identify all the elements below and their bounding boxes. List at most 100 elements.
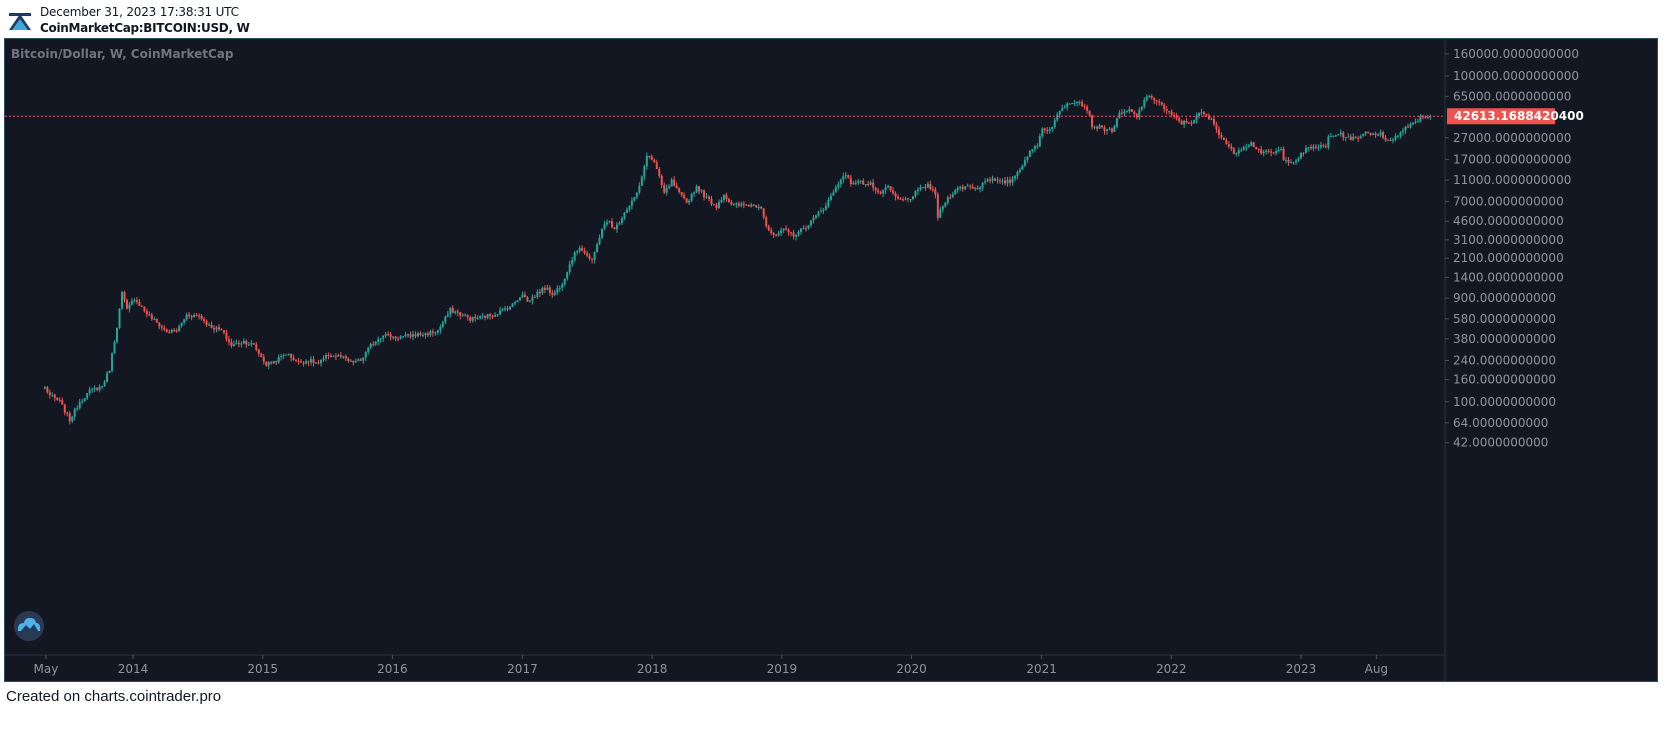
candle-body xyxy=(1245,147,1248,149)
candle-body xyxy=(1033,146,1036,150)
candle xyxy=(1419,113,1422,123)
candle-body xyxy=(1414,121,1417,123)
candle-body xyxy=(1382,132,1385,138)
candle xyxy=(1247,144,1250,148)
candle xyxy=(287,353,290,356)
candle xyxy=(93,385,96,393)
candle xyxy=(725,192,728,202)
candle xyxy=(603,220,606,231)
candle-body xyxy=(213,328,216,330)
candle xyxy=(501,307,504,312)
candle xyxy=(1091,114,1094,130)
candle xyxy=(822,207,825,214)
candle xyxy=(897,194,900,200)
candle xyxy=(384,331,387,339)
candle xyxy=(720,197,723,204)
candle-body xyxy=(909,199,912,201)
candle-body xyxy=(944,202,947,207)
candle-body xyxy=(1227,144,1230,147)
candle-body xyxy=(1180,121,1183,125)
candle-body xyxy=(245,340,248,345)
candle-body xyxy=(814,215,817,218)
candle-body xyxy=(869,182,872,185)
candle xyxy=(1048,126,1051,134)
candle-body xyxy=(56,397,59,401)
candle-body xyxy=(479,315,482,318)
candle xyxy=(1220,132,1223,140)
y-tick-label: 3100.0000000000 xyxy=(1453,233,1564,247)
candle-body xyxy=(133,300,136,302)
candle xyxy=(700,189,703,194)
candle-body xyxy=(135,300,138,302)
candle xyxy=(1093,125,1096,130)
candle xyxy=(862,178,865,186)
price-axis: 160000.0000000000 100000.0000000000 65000.… xyxy=(1445,47,1579,450)
candle-body xyxy=(606,222,609,225)
candle-body xyxy=(1160,102,1163,105)
candle xyxy=(916,187,919,195)
candle-body xyxy=(1061,108,1064,111)
candle-body xyxy=(999,180,1002,182)
candle xyxy=(150,312,153,321)
candle-body xyxy=(1168,110,1171,112)
candle-body xyxy=(1215,124,1218,130)
candle-body xyxy=(1006,179,1009,184)
candle-body xyxy=(558,287,561,289)
candle xyxy=(971,183,974,189)
candle xyxy=(108,370,111,374)
candle xyxy=(546,284,549,291)
candle xyxy=(660,174,663,189)
candle xyxy=(1168,110,1171,115)
candle-body xyxy=(302,362,305,364)
candle-body xyxy=(1307,147,1310,149)
candle xyxy=(1409,122,1412,129)
candle xyxy=(404,332,407,338)
candle-body xyxy=(1374,133,1377,136)
candle-body xyxy=(906,198,909,200)
candle-body xyxy=(934,189,937,195)
candle xyxy=(1397,134,1400,139)
candle-body xyxy=(1173,114,1176,116)
candle-body xyxy=(926,183,929,188)
candle xyxy=(431,328,434,337)
candle xyxy=(138,298,141,306)
candle-body xyxy=(837,184,840,188)
price-chart[interactable]: 160000.0000000000 100000.0000000000 65000.… xyxy=(5,39,1657,681)
candle-body xyxy=(954,190,957,195)
candle xyxy=(292,354,295,361)
candle-body xyxy=(1163,104,1166,110)
candle-body xyxy=(1063,107,1066,109)
candle xyxy=(1250,140,1253,147)
candle-body xyxy=(1123,111,1126,114)
candle-body xyxy=(1327,136,1330,148)
candle xyxy=(533,294,536,298)
candle xyxy=(449,307,452,318)
candle xyxy=(685,198,688,204)
candle xyxy=(1011,176,1014,186)
candle-body xyxy=(847,175,850,178)
candle xyxy=(608,220,611,224)
candle-body xyxy=(936,194,939,218)
candle xyxy=(116,327,119,344)
candle xyxy=(1096,125,1099,132)
candle-body xyxy=(1093,126,1096,128)
candle-body xyxy=(1379,132,1382,135)
candle xyxy=(994,177,997,181)
candle xyxy=(1295,158,1298,165)
candle-body xyxy=(809,220,812,226)
candle xyxy=(526,295,529,302)
candle xyxy=(722,194,725,203)
candle-body xyxy=(591,258,594,260)
candle-body xyxy=(665,187,668,193)
candle xyxy=(267,360,270,369)
candle-body xyxy=(543,287,546,290)
candle-body xyxy=(290,353,293,358)
candle xyxy=(961,184,964,192)
candle-body xyxy=(220,329,223,331)
candle-body xyxy=(792,232,795,237)
candle xyxy=(494,312,497,318)
candle-body xyxy=(48,392,51,396)
candle-body xyxy=(1255,146,1258,150)
candle xyxy=(1272,151,1275,155)
candle-body xyxy=(737,203,740,206)
